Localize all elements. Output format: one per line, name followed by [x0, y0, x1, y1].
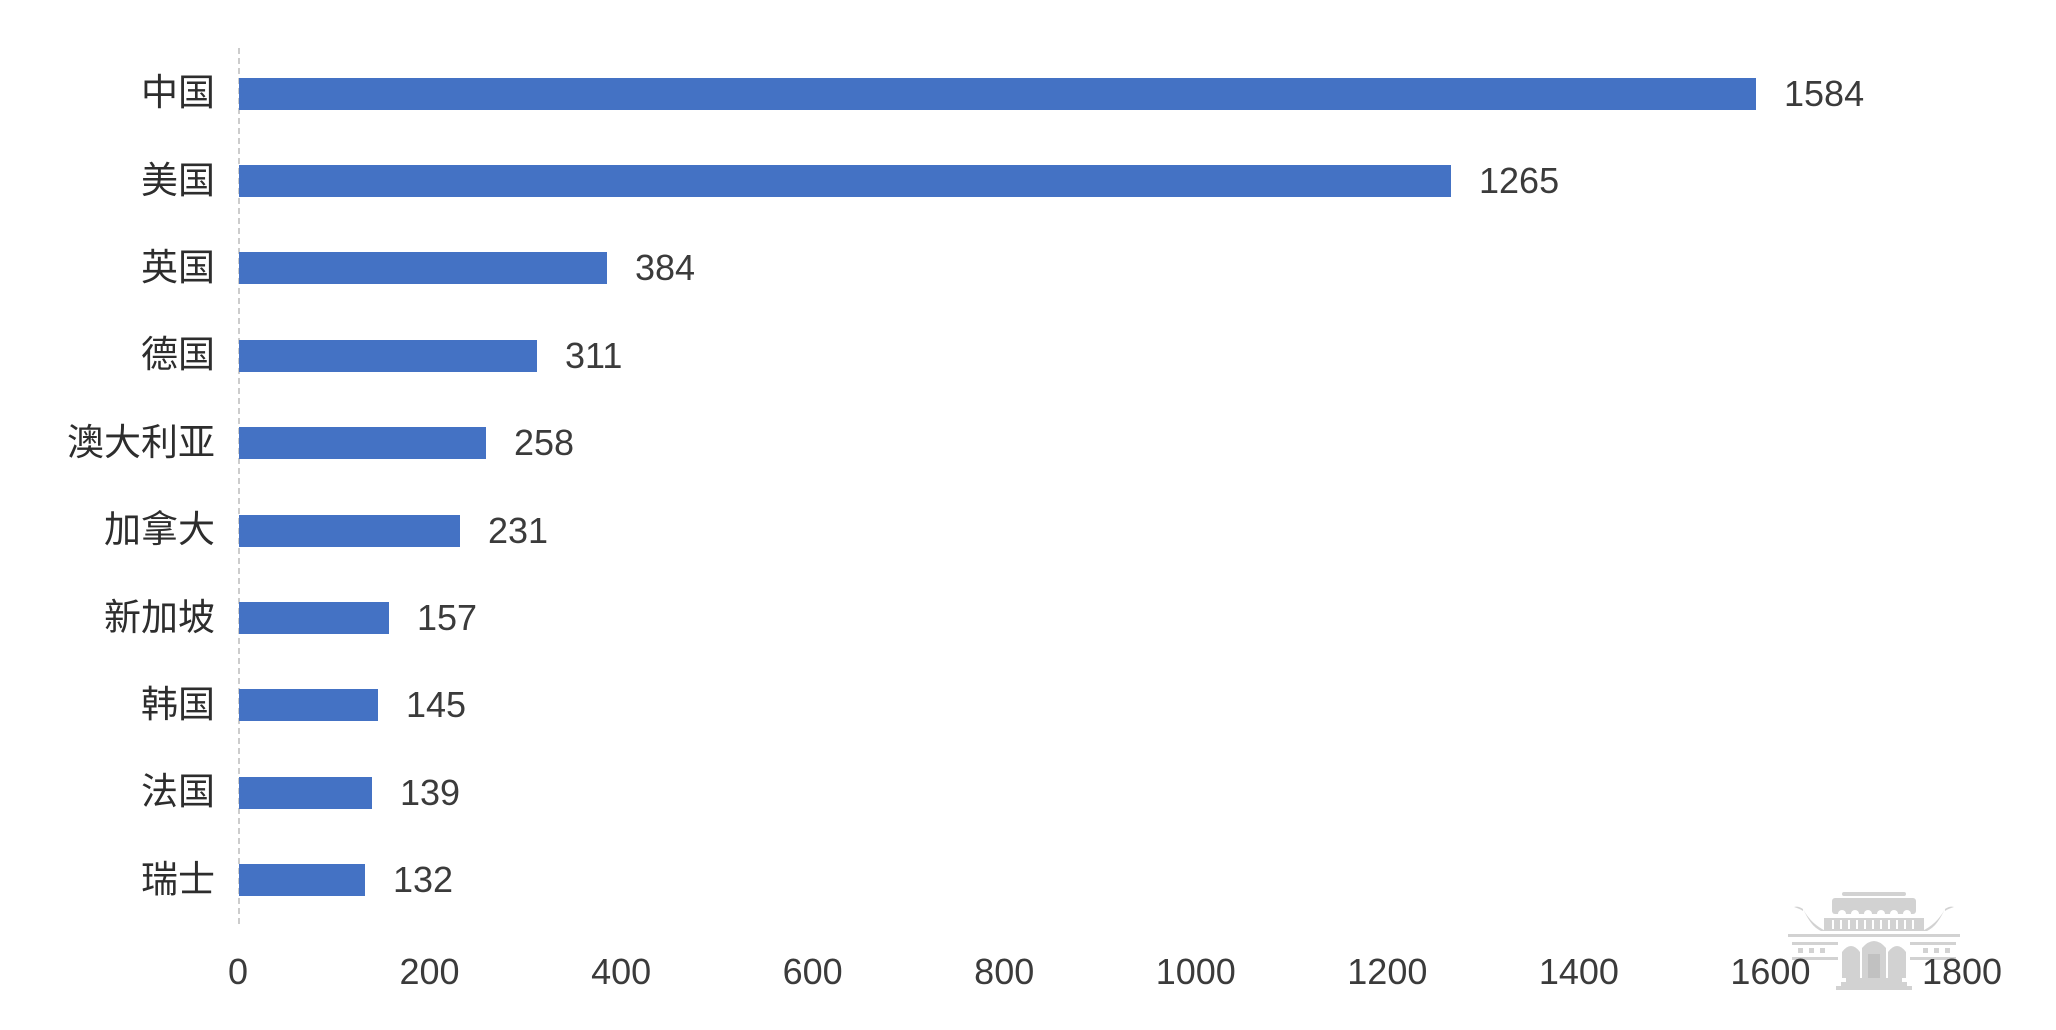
- category-label: 英国: [141, 247, 215, 289]
- x-axis-tick-label: 1000: [1155, 951, 1236, 992]
- value-label: 311: [565, 334, 623, 376]
- bar-row: 法国 139: [0, 749, 2056, 836]
- bar: [239, 339, 537, 372]
- bar: [239, 77, 1756, 110]
- x-axis-tick-label: 1200: [1347, 951, 1428, 992]
- x-axis-tick-label: 1600: [1730, 951, 1811, 992]
- category-label: 新加坡: [104, 597, 215, 639]
- bar-row: 瑞士 132: [0, 837, 2056, 924]
- value-label: 139: [400, 771, 461, 813]
- category-label: 法国: [141, 772, 215, 814]
- bar-row: 美国 1265: [0, 137, 2056, 224]
- category-label: 瑞士: [141, 859, 215, 901]
- x-axis-tick-label: 1400: [1538, 951, 1619, 992]
- bar-row: 英国 384: [0, 225, 2056, 312]
- bar-row: 德国 311: [0, 312, 2056, 399]
- x-axis-tick-label: 800: [974, 951, 1035, 992]
- category-label: 加拿大: [104, 510, 215, 552]
- category-label: 中国: [141, 73, 215, 115]
- bar: [239, 689, 378, 722]
- pavilion-watermark: [1784, 882, 1964, 994]
- value-label: 384: [635, 247, 696, 289]
- bar-row: 加拿大 231: [0, 487, 2056, 574]
- bar: [239, 427, 486, 460]
- x-axis-tick-label: 200: [399, 951, 460, 992]
- category-label: 美国: [141, 160, 215, 202]
- value-label: 132: [393, 859, 454, 901]
- bar: [239, 864, 365, 897]
- bar: [239, 602, 389, 635]
- x-axis: 0 200 400 600 800 1000 1200 1400 1600 1800: [0, 948, 2056, 996]
- bar: [239, 776, 372, 809]
- x-axis-tick-label: 1800: [1921, 951, 2003, 992]
- value-label: 157: [417, 597, 478, 639]
- bar-row: 中国 1584: [0, 50, 2056, 137]
- value-label: 1584: [1784, 72, 1865, 114]
- y-axis-line: [238, 48, 240, 924]
- bar: [239, 252, 607, 285]
- value-label: 1265: [1479, 160, 1560, 202]
- value-label: 145: [406, 684, 467, 726]
- category-label: 德国: [141, 335, 215, 377]
- bar: [239, 514, 460, 547]
- bar-row: 韩国 145: [0, 662, 2056, 749]
- x-axis-tick-label: 600: [782, 951, 843, 992]
- value-label: 231: [488, 509, 549, 551]
- x-axis-tick-label: 0: [227, 951, 249, 992]
- bar-row: 澳大利亚 258: [0, 400, 2056, 487]
- category-label: 韩国: [141, 684, 215, 726]
- x-axis-tick-label: 400: [591, 951, 652, 992]
- bar-row: 新加坡 157: [0, 574, 2056, 661]
- pavilion-building-icon: [1788, 892, 1960, 990]
- value-label: 258: [514, 422, 575, 464]
- bar: [239, 165, 1451, 198]
- category-label: 澳大利亚: [67, 422, 215, 464]
